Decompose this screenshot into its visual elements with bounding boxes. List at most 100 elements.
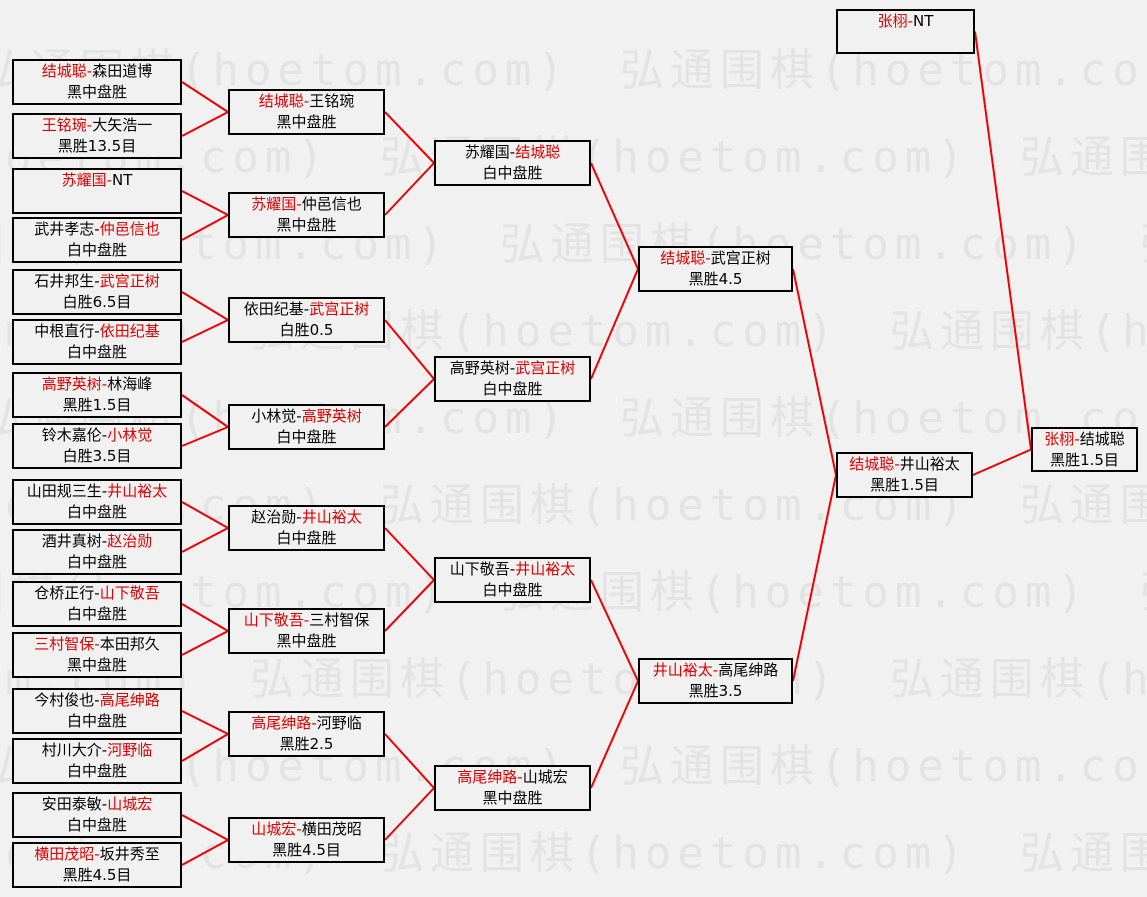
player1-name: 铃木嘉伦- <box>41 426 108 444</box>
player1-name: 结城聪- <box>660 249 711 267</box>
match-box-round-1-16: 横田茂昭-坂井秀至 黑胜4.5目 <box>12 842 182 888</box>
match-box-round-1-4: 武井孝志-仲邑信也 白中盘胜 <box>12 217 182 263</box>
match-result: 白中盘胜 <box>66 241 127 259</box>
player2-name: 依田纪基 <box>99 322 160 340</box>
match-box-round-2-1: 结城聪-王铭琬 黑中盘胜 <box>228 89 385 135</box>
match-box-round-3-2: 高野英树-武宫正树 白中盘胜 <box>434 356 591 402</box>
match-players: 依田纪基-武宫正树 <box>230 299 383 320</box>
player1-name: 高尾绅路- <box>457 768 523 786</box>
match-box-round-1-13: 今村俊也-高尾绅路 白中盘胜 <box>12 688 182 734</box>
match-box-round-1-5: 石井邦生-武宫正树 白胜6.5目 <box>12 269 182 315</box>
match-result: 黑中盘胜 <box>66 83 127 101</box>
match-result: 白中盘胜 <box>66 605 127 623</box>
connector-line <box>384 787 435 841</box>
player1-name: 高尾绅路- <box>251 714 317 732</box>
player2-name: 高野英树 <box>301 407 362 425</box>
match-players: 武井孝志-仲邑信也 <box>14 219 180 240</box>
connector-line <box>972 448 1032 476</box>
player2-name: 井山裕太 <box>107 482 168 500</box>
player2-name: 武宫正树 <box>309 300 370 318</box>
player1-name: 苏耀国- <box>464 143 516 161</box>
player2-name: 坂井秀至 <box>99 845 160 863</box>
player1-name: 中根直行- <box>34 322 100 340</box>
connector-line <box>181 710 229 735</box>
player1-name: 高野英树- <box>449 359 516 377</box>
match-players: 小林觉-高野英树 <box>230 406 383 427</box>
connector-line <box>181 291 229 321</box>
match-box-round-2-3: 依田纪基-武宫正树 白胜0.5 <box>228 297 385 343</box>
match-box-round-3-3: 山下敬吾-井山裕太 白中盘胜 <box>434 557 591 603</box>
connector-line <box>384 579 435 632</box>
player2-name: 本田邦久 <box>99 635 160 653</box>
player2-name: 武宫正树 <box>710 249 771 267</box>
match-players: 三村智保-本田邦久 <box>14 634 180 655</box>
match-box-round-1-12: 三村智保-本田邦久 黑中盘胜 <box>12 632 182 678</box>
connector-line <box>384 527 435 581</box>
player1-name: 今村俊也- <box>34 691 100 709</box>
match-result: 黑中盘胜 <box>66 656 127 674</box>
player2-name: 小林觉 <box>107 426 153 444</box>
match-box-round-1-11: 仓桥正行-山下敬吾 白中盘胜 <box>12 581 182 627</box>
match-players: 今村俊也-高尾绅路 <box>14 690 180 711</box>
player1-name: 仓桥正行- <box>34 584 100 602</box>
match-players: 横田茂昭-坂井秀至 <box>14 844 180 865</box>
match-result: 黑胜2.5 <box>279 735 334 753</box>
player2-name: 井山裕太 <box>515 560 576 578</box>
match-players: 山下敬吾-三村智保 <box>230 610 383 631</box>
match-players: 高尾绅路-山城宏 <box>436 767 589 788</box>
player1-name: 高野英树- <box>41 375 108 393</box>
connector-line <box>181 814 229 841</box>
connector-line <box>590 680 639 789</box>
player1-name: 结城聪- <box>258 92 310 110</box>
player1-name: 武井孝志- <box>34 220 100 238</box>
player1-name: 村川大介- <box>41 741 108 759</box>
match-result: 黑中盘胜 <box>276 216 337 234</box>
match-result: 白中盘胜 <box>66 712 127 730</box>
match-result: 白胜0.5 <box>279 321 334 339</box>
match-players: 铃木嘉伦-小林觉 <box>14 425 180 446</box>
match-players: 井山裕太-高尾绅路 <box>640 660 791 681</box>
match-result: 白中盘胜 <box>482 581 543 599</box>
match-players: 村川大介-河野临 <box>14 740 180 761</box>
player2-name: 王铭琬 <box>309 92 355 110</box>
match-players: 苏耀国-结城聪 <box>436 142 589 163</box>
match-box-round-1-7: 高野英树-林海峰 黑胜1.5目 <box>12 372 182 418</box>
match-box-round-1-2: 王铭琬-大矢浩一 黑胜13.5目 <box>12 113 182 159</box>
match-players: 张栩-结城聪 <box>1033 429 1136 450</box>
player2-name: 结城聪 <box>1079 430 1125 448</box>
player2-name: 三村智保 <box>309 611 370 629</box>
player1-name: 王铭琬- <box>41 116 93 134</box>
player2-name: 河野临 <box>316 714 362 732</box>
player1-name: 苏耀国- <box>61 171 113 189</box>
connector-line <box>181 81 229 113</box>
player1-name: 山下敬吾- <box>243 611 310 629</box>
match-result: 白中盘胜 <box>66 816 127 834</box>
connector-line <box>181 733 229 762</box>
match-players: 结城聪-武宫正树 <box>640 248 791 269</box>
connector-line <box>590 268 639 380</box>
match-players: 结城聪-森田道博 <box>14 61 180 82</box>
player2-name: 山城宏 <box>522 768 568 786</box>
connector-line <box>792 474 837 682</box>
match-box-round-3-1: 苏耀国-结城聪 白中盘胜 <box>434 140 591 186</box>
match-result: 黑胜4.5 <box>688 270 743 288</box>
player2-name: 高尾绅路 <box>99 691 160 709</box>
match-box-round-1-6: 中根直行-依田纪基 白中盘胜 <box>12 319 182 365</box>
player1-name: 三村智保- <box>34 635 100 653</box>
connector-line <box>181 214 229 241</box>
match-players: 安田泰敏-山城宏 <box>14 794 180 815</box>
match-result: 黑胜1.5目 <box>62 396 132 414</box>
match-result: 黑中盘胜 <box>482 789 543 807</box>
match-players: 张栩-NT <box>838 11 973 32</box>
match-box-round-1-1: 结城聪-森田道博 黑中盘胜 <box>12 59 182 105</box>
match-result: 黑中盘胜 <box>276 632 337 650</box>
player2-name: 山城宏 <box>107 795 153 813</box>
player2-name: 结城聪 <box>515 143 561 161</box>
player2-name: 高尾绅路 <box>718 661 779 679</box>
match-players: 酒井真树-赵治勋 <box>14 531 180 552</box>
player1-name: 张栩- <box>877 12 914 30</box>
match-result: 白中盘胜 <box>66 762 127 780</box>
match-result: 白中盘胜 <box>482 164 543 182</box>
match-result: 白中盘胜 <box>66 553 127 571</box>
